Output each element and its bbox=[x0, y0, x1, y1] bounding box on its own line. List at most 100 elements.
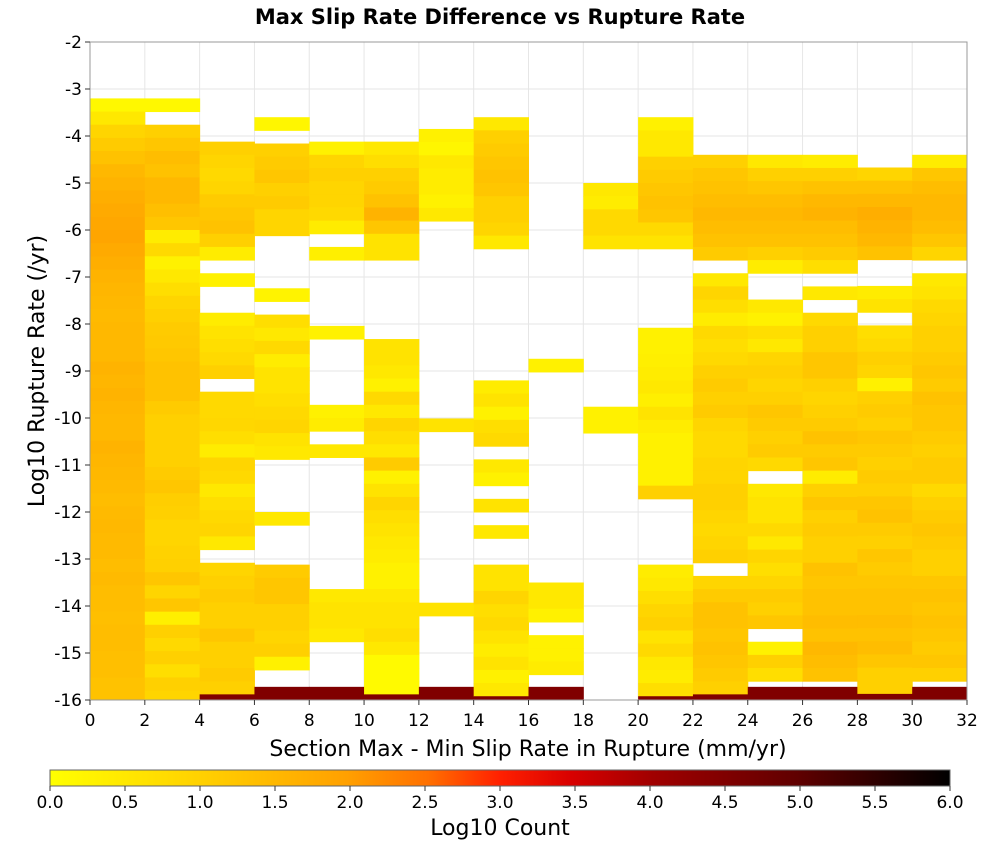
x-tick-label: 20 bbox=[627, 711, 649, 731]
heatmap-cell bbox=[254, 617, 310, 631]
heatmap-cell bbox=[692, 378, 749, 393]
y-tick-label: -4 bbox=[65, 127, 82, 147]
heatmap-cell bbox=[638, 380, 694, 395]
heatmap-cell bbox=[199, 431, 255, 445]
heatmap-cell bbox=[802, 246, 858, 261]
heatmap-cell bbox=[473, 643, 529, 658]
heatmap-cell bbox=[254, 380, 310, 395]
x-tick-label: 22 bbox=[682, 711, 704, 731]
heatmap-cell bbox=[144, 164, 201, 178]
heatmap-cell bbox=[254, 564, 310, 579]
heatmap-cell bbox=[802, 575, 858, 590]
heatmap-cell bbox=[418, 207, 475, 222]
heatmap-cell bbox=[364, 220, 420, 235]
heatmap-cell bbox=[254, 590, 310, 605]
heatmap-cell bbox=[418, 168, 475, 183]
heatmap-cell bbox=[90, 111, 146, 126]
heatmap-cell bbox=[309, 207, 365, 222]
heatmap-cell bbox=[199, 391, 255, 406]
heatmap-cell bbox=[912, 602, 968, 616]
heatmap-cell bbox=[199, 615, 255, 630]
heatmap-cell bbox=[90, 637, 146, 652]
heatmap-cell bbox=[912, 510, 968, 524]
heatmap-cell bbox=[199, 312, 255, 327]
chart-title: Max Slip Rate Difference vs Rupture Rate bbox=[255, 5, 745, 29]
heatmap-cell bbox=[254, 340, 310, 355]
heatmap-cell bbox=[473, 564, 529, 579]
heatmap-cell bbox=[418, 128, 475, 143]
heatmap-cell bbox=[199, 246, 255, 261]
heatmap-cell bbox=[528, 661, 584, 676]
heatmap-cell bbox=[638, 196, 694, 210]
heatmap-cell bbox=[144, 559, 201, 573]
heatmap-cell bbox=[364, 589, 420, 603]
heatmap-cell bbox=[692, 641, 749, 656]
heatmap-cell bbox=[254, 686, 310, 701]
heatmap-cell bbox=[692, 207, 749, 222]
heatmap-cells bbox=[90, 98, 968, 701]
heatmap-cell bbox=[364, 207, 420, 222]
heatmap-cell bbox=[144, 282, 201, 297]
heatmap-cell bbox=[364, 510, 420, 524]
x-tick-label: 8 bbox=[304, 711, 315, 731]
heatmap-cell bbox=[473, 130, 529, 145]
heatmap-cell bbox=[857, 470, 913, 484]
heatmap-cell bbox=[692, 536, 749, 551]
heatmap-cell bbox=[199, 207, 255, 222]
heatmap-cell bbox=[912, 299, 968, 314]
heatmap-cell bbox=[692, 431, 749, 445]
heatmap-cell bbox=[473, 590, 529, 605]
heatmap-cell bbox=[802, 220, 858, 235]
heatmap-cell bbox=[912, 233, 968, 248]
heatmap-cell bbox=[90, 519, 146, 534]
heatmap-cell bbox=[199, 457, 255, 472]
heatmap-cell bbox=[638, 169, 694, 184]
heatmap-cell bbox=[90, 243, 146, 257]
heatmap-cell bbox=[802, 404, 858, 419]
heatmap-cell bbox=[638, 209, 694, 223]
heatmap-cell bbox=[199, 536, 255, 551]
heatmap-cell bbox=[90, 361, 146, 376]
heatmap-cell bbox=[364, 536, 420, 551]
heatmap-cell bbox=[528, 358, 584, 373]
heatmap-cell bbox=[692, 602, 749, 616]
heatmap-cell bbox=[90, 532, 146, 547]
heatmap-cell bbox=[90, 493, 146, 507]
heatmap-cell bbox=[638, 669, 694, 684]
heatmap-cell bbox=[473, 143, 529, 158]
heatmap-cell bbox=[638, 617, 694, 631]
heatmap-cell bbox=[747, 641, 804, 656]
heatmap-cell bbox=[364, 181, 420, 195]
heatmap-cell bbox=[692, 523, 749, 537]
colorbar-tick-label: 0.0 bbox=[36, 793, 63, 813]
heatmap-cell bbox=[912, 273, 968, 287]
heatmap-cell bbox=[144, 493, 201, 507]
heatmap-cell bbox=[912, 628, 968, 643]
heatmap-cell bbox=[418, 155, 475, 169]
heatmap-cell bbox=[90, 664, 146, 678]
heatmap-cell bbox=[638, 340, 694, 355]
heatmap-cell bbox=[802, 167, 858, 182]
heatmap-cell bbox=[692, 325, 749, 340]
x-tick-label: 32 bbox=[956, 711, 978, 731]
heatmap-cell bbox=[802, 260, 858, 274]
heatmap-cell bbox=[857, 628, 913, 642]
heatmap-cell bbox=[144, 480, 201, 494]
heatmap-cell bbox=[309, 418, 365, 432]
heatmap-cell bbox=[144, 598, 201, 613]
heatmap-cell bbox=[857, 693, 913, 701]
heatmap-cell bbox=[802, 470, 858, 485]
heatmap-cell bbox=[90, 651, 146, 665]
heatmap-cell bbox=[857, 391, 913, 405]
heatmap-cell bbox=[90, 190, 146, 205]
heatmap-cell bbox=[692, 654, 749, 669]
heatmap-cell bbox=[747, 549, 804, 564]
y-tick-label: -10 bbox=[54, 409, 82, 429]
x-tick-label: 28 bbox=[847, 711, 869, 731]
heatmap-cell bbox=[912, 325, 968, 340]
heatmap-cell bbox=[364, 365, 420, 380]
heatmap-cell bbox=[364, 615, 420, 630]
heatmap-cell bbox=[857, 535, 913, 550]
heatmap-cell bbox=[90, 690, 146, 701]
heatmap-cell bbox=[199, 194, 255, 208]
